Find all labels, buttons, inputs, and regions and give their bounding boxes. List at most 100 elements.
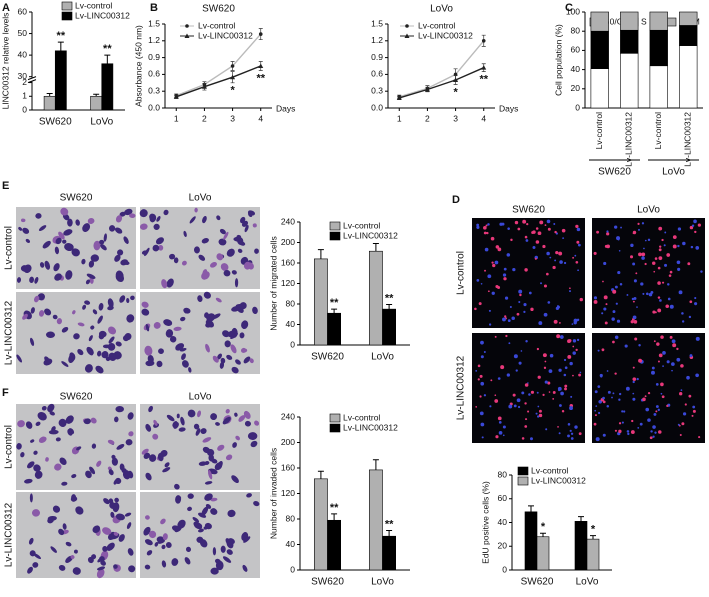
legend-swatch (517, 476, 529, 486)
nucleus (611, 317, 615, 321)
cell (127, 548, 134, 556)
break-mark (27, 76, 37, 81)
cell (20, 452, 25, 458)
nucleus (544, 224, 547, 227)
nucleus (643, 247, 645, 250)
nucleus (667, 297, 671, 301)
cell (139, 209, 148, 218)
nucleus (474, 307, 477, 311)
nucleus (618, 398, 621, 401)
marker (453, 77, 459, 82)
cell (244, 420, 252, 427)
cell (115, 513, 126, 521)
cell (252, 306, 258, 315)
nucleus (606, 244, 610, 249)
legend-label: Lv-control (343, 220, 380, 230)
y-tick-label: 60 (498, 493, 508, 503)
nucleus (524, 402, 527, 405)
cell (219, 361, 225, 369)
cell (216, 215, 221, 221)
cell (56, 318, 62, 325)
nucleus (544, 380, 548, 384)
nucleus (661, 395, 665, 399)
nucleus (525, 340, 528, 343)
nucleus (522, 219, 527, 224)
nucleus (681, 312, 684, 315)
nucleus (640, 282, 644, 286)
cell (48, 429, 59, 435)
cell (68, 353, 76, 363)
nucleus (595, 437, 600, 442)
legend-label: Lv-LINC00312 (75, 10, 130, 20)
row-label: Lv-LINC00312 (456, 355, 467, 420)
nucleus (511, 316, 515, 321)
nucleus (480, 381, 485, 386)
nucleus (616, 319, 621, 323)
y-tick-label: 60 (18, 6, 28, 16)
cell (200, 428, 207, 435)
x-axis-label: Days (276, 103, 295, 113)
nucleus (548, 369, 553, 373)
nucleus (480, 422, 485, 427)
nucleus (574, 425, 578, 429)
nucleus (604, 321, 608, 325)
nucleus (691, 414, 694, 417)
nucleus (528, 393, 531, 396)
nucleus (544, 360, 547, 363)
cell (158, 348, 164, 354)
nucleus (542, 353, 547, 358)
cell (113, 564, 118, 569)
bar-segment (649, 65, 668, 109)
nucleus (632, 300, 635, 303)
cell (160, 449, 168, 457)
nucleus (536, 347, 540, 351)
cell (65, 270, 73, 280)
nucleus (660, 335, 664, 339)
bar (327, 519, 341, 571)
y-tick-label: 40 (571, 64, 581, 74)
cell (97, 315, 103, 324)
nucleus (572, 374, 574, 377)
nucleus (576, 338, 580, 342)
cell (250, 440, 258, 448)
y-tick-label: 50 (18, 28, 28, 38)
nucleus (498, 430, 503, 435)
cell (161, 544, 166, 550)
cell (87, 217, 95, 224)
nucleus (641, 252, 646, 257)
nucleus (490, 236, 495, 241)
micrograph (472, 333, 585, 443)
legend-swatch (61, 11, 73, 21)
nucleus (502, 434, 505, 437)
nucleus (645, 407, 650, 412)
cell (144, 345, 153, 356)
cell (102, 527, 112, 535)
nucleus (652, 425, 656, 429)
micrograph (592, 333, 705, 443)
nucleus (614, 429, 618, 432)
cell (53, 263, 60, 272)
nucleus (577, 269, 580, 272)
nucleus (661, 281, 665, 284)
cell (97, 566, 106, 571)
cell (225, 408, 230, 414)
cell (226, 549, 233, 555)
nucleus (480, 355, 484, 359)
cell (223, 231, 229, 240)
legend-marker (185, 24, 189, 28)
nucleus (558, 389, 561, 392)
cell (77, 349, 84, 356)
nucleus (623, 410, 626, 413)
nucleus (657, 308, 662, 313)
nucleus (647, 392, 651, 395)
bar (524, 511, 538, 571)
cell (124, 208, 133, 216)
nucleus (526, 222, 529, 226)
nucleus (555, 251, 559, 255)
bar-segment (620, 52, 639, 109)
error-bar (317, 249, 324, 259)
nucleus (632, 377, 637, 381)
nucleus (601, 348, 605, 352)
cell (93, 240, 101, 251)
nucleus (636, 377, 639, 381)
